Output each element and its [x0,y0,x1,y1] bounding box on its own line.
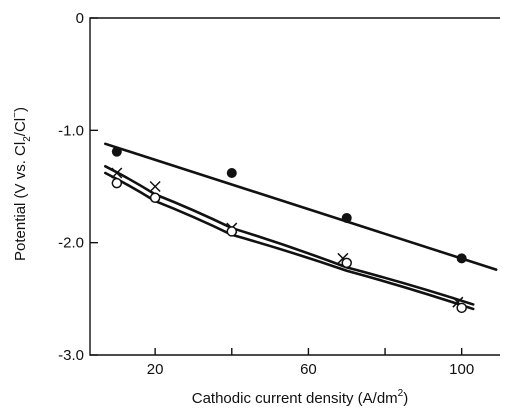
fit-line-cross [104,164,475,306]
x-tick-label: 20 [147,361,164,378]
y-axis-title: Potential (V vs. Cl2/Cl−) [10,107,33,261]
data-point-open-circle [226,226,238,237]
data-markers [111,146,467,314]
y-tick-label: -3.0 [58,347,84,364]
x-axis-title: Cathodic current density (A/dm2) [192,388,408,407]
x-tick-label: 60 [300,361,317,378]
data-point-open-circle [111,177,123,189]
cross-stroke [149,180,161,193]
fit-line-filled-circle [104,142,498,271]
data-point-cross [149,180,161,193]
data-point-open-circle [456,302,467,314]
data-point-open-circle [149,192,161,203]
data-point-open-circle [341,257,352,269]
data-point-filled-circle [111,146,122,157]
cross-stroke [337,252,349,264]
tick-labels: 20 60 100 0 -1.0 -2.0 -3.0 [58,10,474,378]
cross-stroke [111,167,123,179]
y-tick-label: 0 [76,10,84,27]
axes [89,17,500,356]
tick-marks [90,17,463,356]
data-point-cross [111,167,123,179]
fit-lines [104,142,498,311]
x-tick-label: 100 [449,361,474,378]
data-point-filled-circle [226,168,237,179]
plot-frame [89,17,500,356]
data-point-filled-circle [341,212,352,223]
data-point-filled-circle [456,253,467,264]
y-tick-label: -1.0 [58,122,84,139]
y-tick-label: -2.0 [58,235,84,252]
cross-stroke [452,296,464,308]
